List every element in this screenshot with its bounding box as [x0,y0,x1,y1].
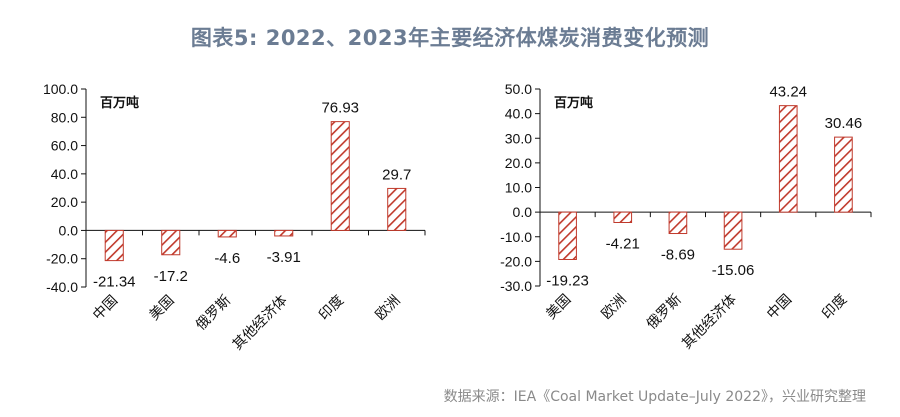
y-tick-label: -30.0 [500,278,532,294]
y-tick-label: 40.0 [505,106,532,122]
y-tick-label: 0.0 [513,204,533,220]
data-label: -21.34 [93,274,136,291]
data-label: 76.93 [321,100,359,117]
category-label: 中国 [90,293,121,324]
unit-label: 百万吨 [554,95,593,111]
category-label: 其他经济体 [679,292,740,353]
category-label: 中国 [764,292,795,323]
bar [778,105,798,213]
y-tick-label: 20.0 [505,155,532,171]
category-label: 俄罗斯 [193,293,234,334]
y-tick-label: -10.0 [500,229,532,245]
bar [723,211,743,250]
bar [161,229,181,256]
bar [668,211,688,235]
data-label: -17.2 [154,268,188,285]
category-label: 美国 [543,292,574,323]
y-tick-label: 40.0 [51,166,78,182]
category-label: 印度 [316,293,347,324]
y-tick-label: -20.0 [46,251,78,267]
y-tick-label: 0.0 [59,222,79,238]
category-label: 其他经济体 [230,293,291,354]
data-label: 30.46 [825,115,863,132]
y-tick-label: 80.0 [51,109,78,125]
y-tick-label: -40.0 [46,279,78,295]
y-tick-label: 50.0 [505,81,532,97]
bar [558,211,577,260]
data-label: -3.91 [267,249,301,266]
bar [613,211,633,223]
data-label: -8.69 [661,247,695,264]
y-tick-label: -20.0 [500,253,532,269]
data-label: 43.24 [769,84,807,101]
y-tick-label: 10.0 [505,180,532,196]
bar [330,121,350,231]
bar [387,187,407,231]
data-label: -4.6 [214,250,240,267]
bar [274,229,294,237]
data-label: -4.21 [606,235,640,252]
bar [834,136,853,213]
category-label: 美国 [146,293,177,324]
data-label: 29.7 [382,166,411,183]
y-tick-label: 100.0 [43,81,78,97]
bar [104,229,124,262]
category-label: 俄罗斯 [644,292,685,333]
y-tick-label: 60.0 [51,138,78,154]
data-label: -19.23 [546,272,589,289]
page-title: 图表5: 2022、2023年主要经济体煤炭消费变化预测 [190,26,710,50]
category-label: 印度 [819,292,850,323]
unit-label: 百万吨 [100,95,139,111]
category-label: 欧洲 [372,293,403,324]
y-tick-label: 30.0 [505,130,532,146]
bar [217,229,237,238]
source-note: 数据来源：IEA《Coal Market Update–July 2022》，兴… [443,389,866,405]
category-label: 欧洲 [598,292,629,323]
data-label: -15.06 [712,262,755,279]
y-tick-label: 20.0 [51,194,78,210]
